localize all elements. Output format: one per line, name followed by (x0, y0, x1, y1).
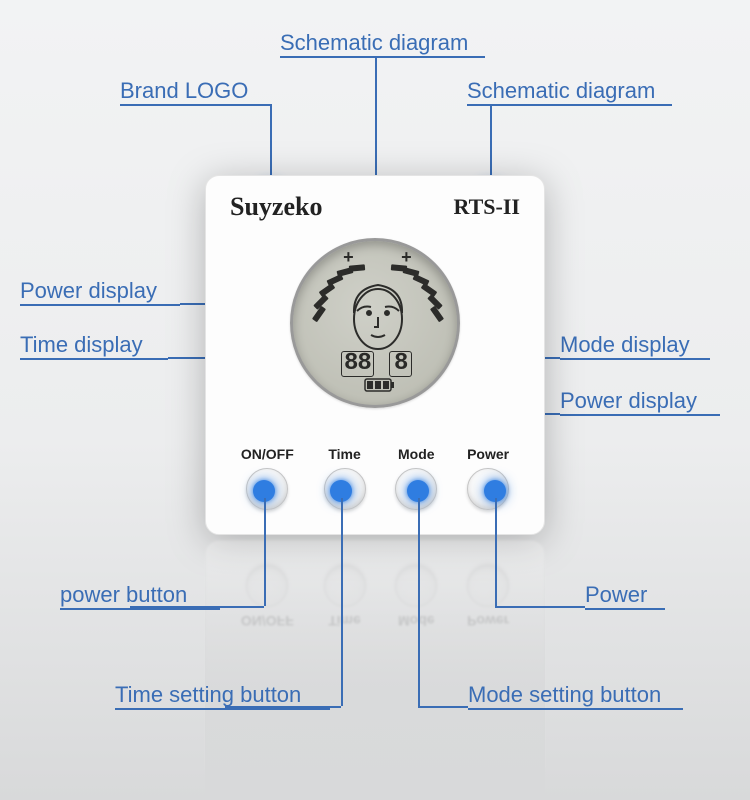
time-display-value: 88 (341, 351, 374, 377)
power-label: Power (467, 446, 509, 462)
face-icon (354, 285, 402, 349)
leader-line (495, 498, 497, 606)
leader-line (341, 498, 343, 706)
leader-line (495, 606, 585, 608)
battery-icon (365, 379, 394, 391)
onoff-label: ON/OFF (241, 446, 294, 462)
time-label: Time (328, 446, 360, 462)
callout-mode-setting-button: Mode setting button (468, 682, 683, 710)
callout-brand-logo: Brand LOGO (120, 78, 270, 106)
lcd-display: + + 88 8 (290, 238, 460, 408)
callout-schematic-right: Schematic diagram (467, 78, 672, 106)
callout-power-button: power button (60, 582, 220, 610)
callout-power-display-right: Power display (560, 388, 720, 416)
mode-display-value: 8 (389, 351, 412, 377)
plus-right: + (401, 249, 411, 269)
callout-power-display-left: Power display (20, 278, 180, 306)
leader-line (418, 498, 420, 706)
lcd-svg (293, 241, 460, 408)
callout-power-right: Power (585, 582, 665, 610)
mode-label: Mode (398, 446, 435, 462)
callout-time-setting-button: Time setting button (115, 682, 330, 710)
brand-logo: Suyzeko (230, 192, 322, 222)
model-number: RTS-II (454, 194, 520, 220)
power-button-col: Power (467, 446, 509, 510)
leader-line (264, 498, 266, 606)
callout-schematic-top: Schematic diagram (280, 30, 485, 58)
callout-mode-display: Mode display (560, 332, 710, 360)
device-reflection: ON/OFF Time Mode Power (205, 540, 545, 780)
leader-line (418, 706, 468, 708)
plus-left: + (343, 249, 353, 269)
callout-time-display: Time display (20, 332, 168, 360)
